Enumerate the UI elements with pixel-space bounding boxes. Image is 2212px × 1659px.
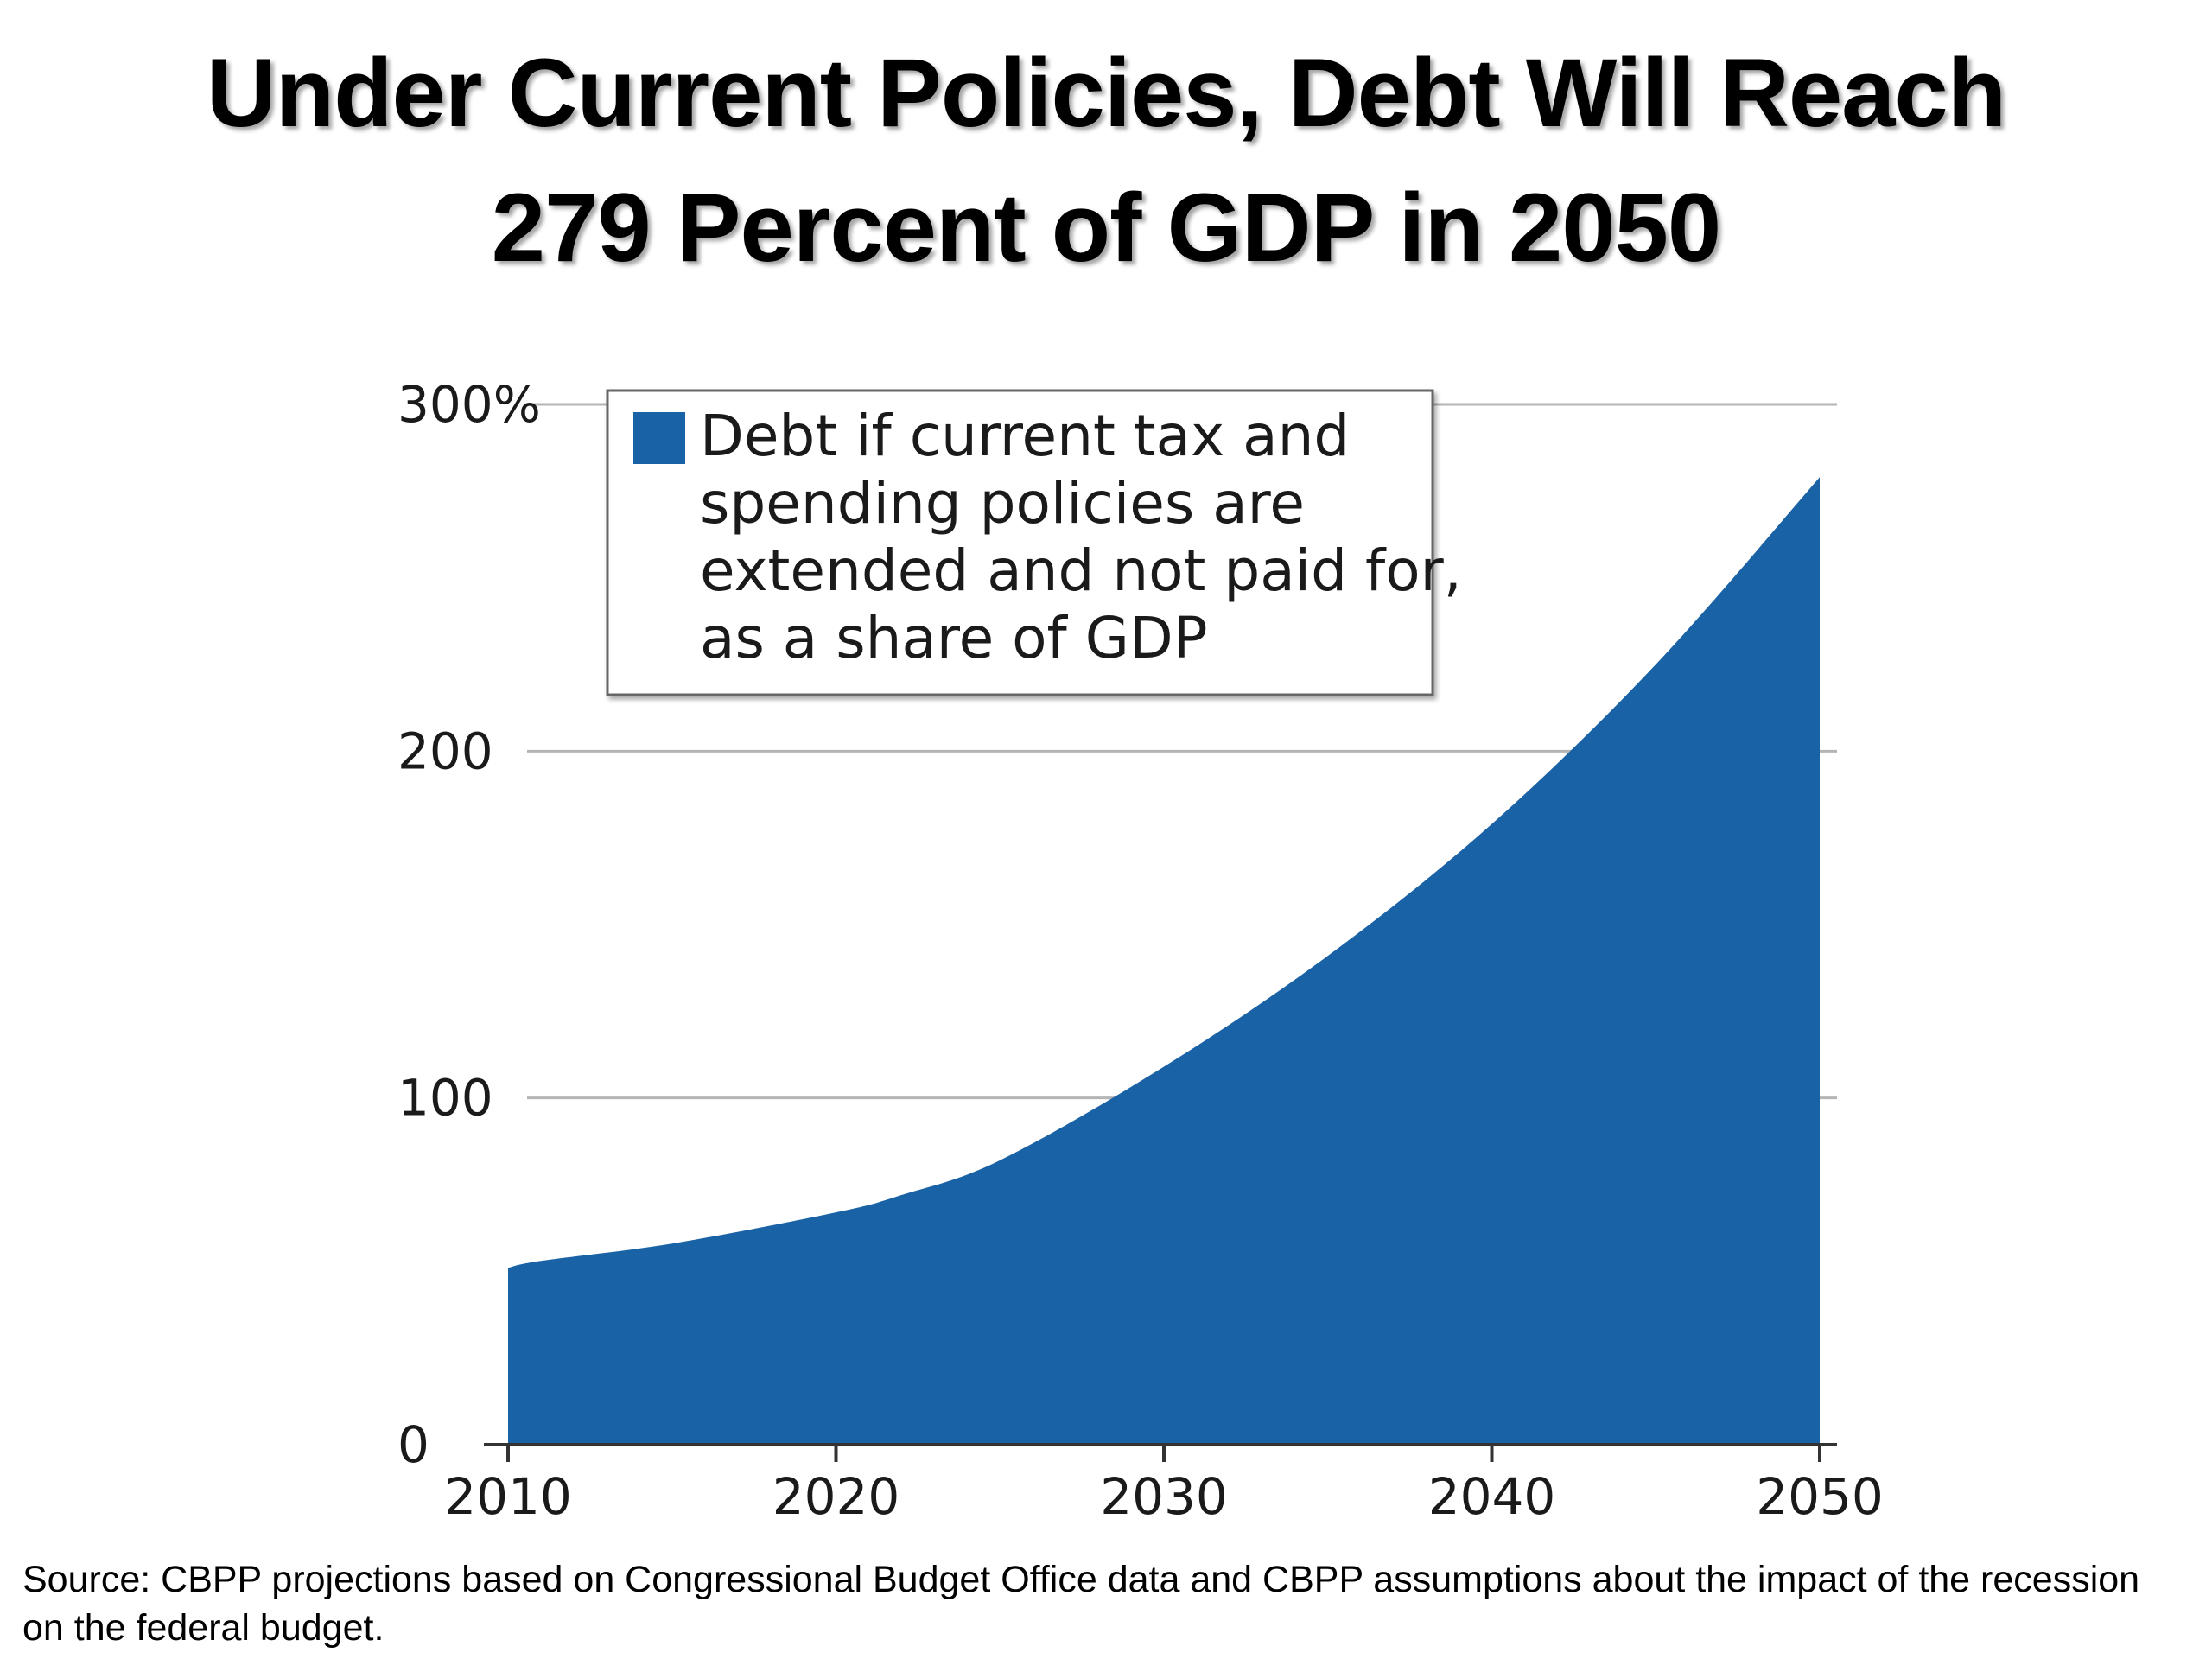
chart-title: Under Current Policies, Debt Will Reach … (69, 26, 2143, 296)
debt-area-series (508, 477, 1820, 1445)
legend-box (606, 389, 1434, 696)
x-tick-label-2050: 2050 (1756, 1467, 1884, 1526)
data-point-2040 (1491, 823, 1493, 825)
y-tick-label-100: 100 (397, 1069, 493, 1128)
legend-label-line-4: as a share of GDP (700, 605, 1208, 671)
data-point-2015 (671, 1243, 673, 1244)
y-tick-label-300: 300% (397, 375, 541, 434)
axes: 0 100 200 300% 2010 2020 2030 2040 2050 (397, 375, 1884, 1526)
data-point-2045 (1655, 664, 1656, 665)
data-point-2022 (900, 1194, 902, 1196)
data-point-2030 (1163, 1066, 1165, 1068)
x-tick-label-2020: 2020 (772, 1467, 900, 1526)
x-tick-label-2030: 2030 (1100, 1467, 1228, 1526)
y-tick-label-0: 0 (397, 1415, 429, 1474)
legend-swatch (633, 412, 685, 464)
data-point-2050 (1819, 476, 1821, 478)
data-point-2035 (1327, 955, 1329, 957)
data-point-2011 (540, 1260, 542, 1262)
legend-label-line-1: Debt if current tax and (700, 403, 1350, 469)
legend-label-line-2: spending policies are (700, 470, 1305, 537)
chart-title-line-1: Under Current Policies, Debt Will Reach (206, 39, 2006, 147)
data-point-2010 (507, 1267, 509, 1268)
y-tick-label-200: 200 (397, 721, 493, 780)
plot-area (507, 476, 1821, 1445)
x-tick-label-2010: 2010 (444, 1467, 572, 1526)
chart-title-line-2: 279 Percent of GDP in 2050 (491, 174, 1721, 282)
legend-label-line-3: extended and not paid for, (700, 537, 1462, 604)
source-note: Source: CBPP projections based on Congre… (22, 1559, 2140, 1649)
x-tick-label-2040: 2040 (1428, 1467, 1556, 1526)
data-point-2020 (836, 1211, 837, 1213)
data-point-2025 (999, 1160, 1001, 1161)
